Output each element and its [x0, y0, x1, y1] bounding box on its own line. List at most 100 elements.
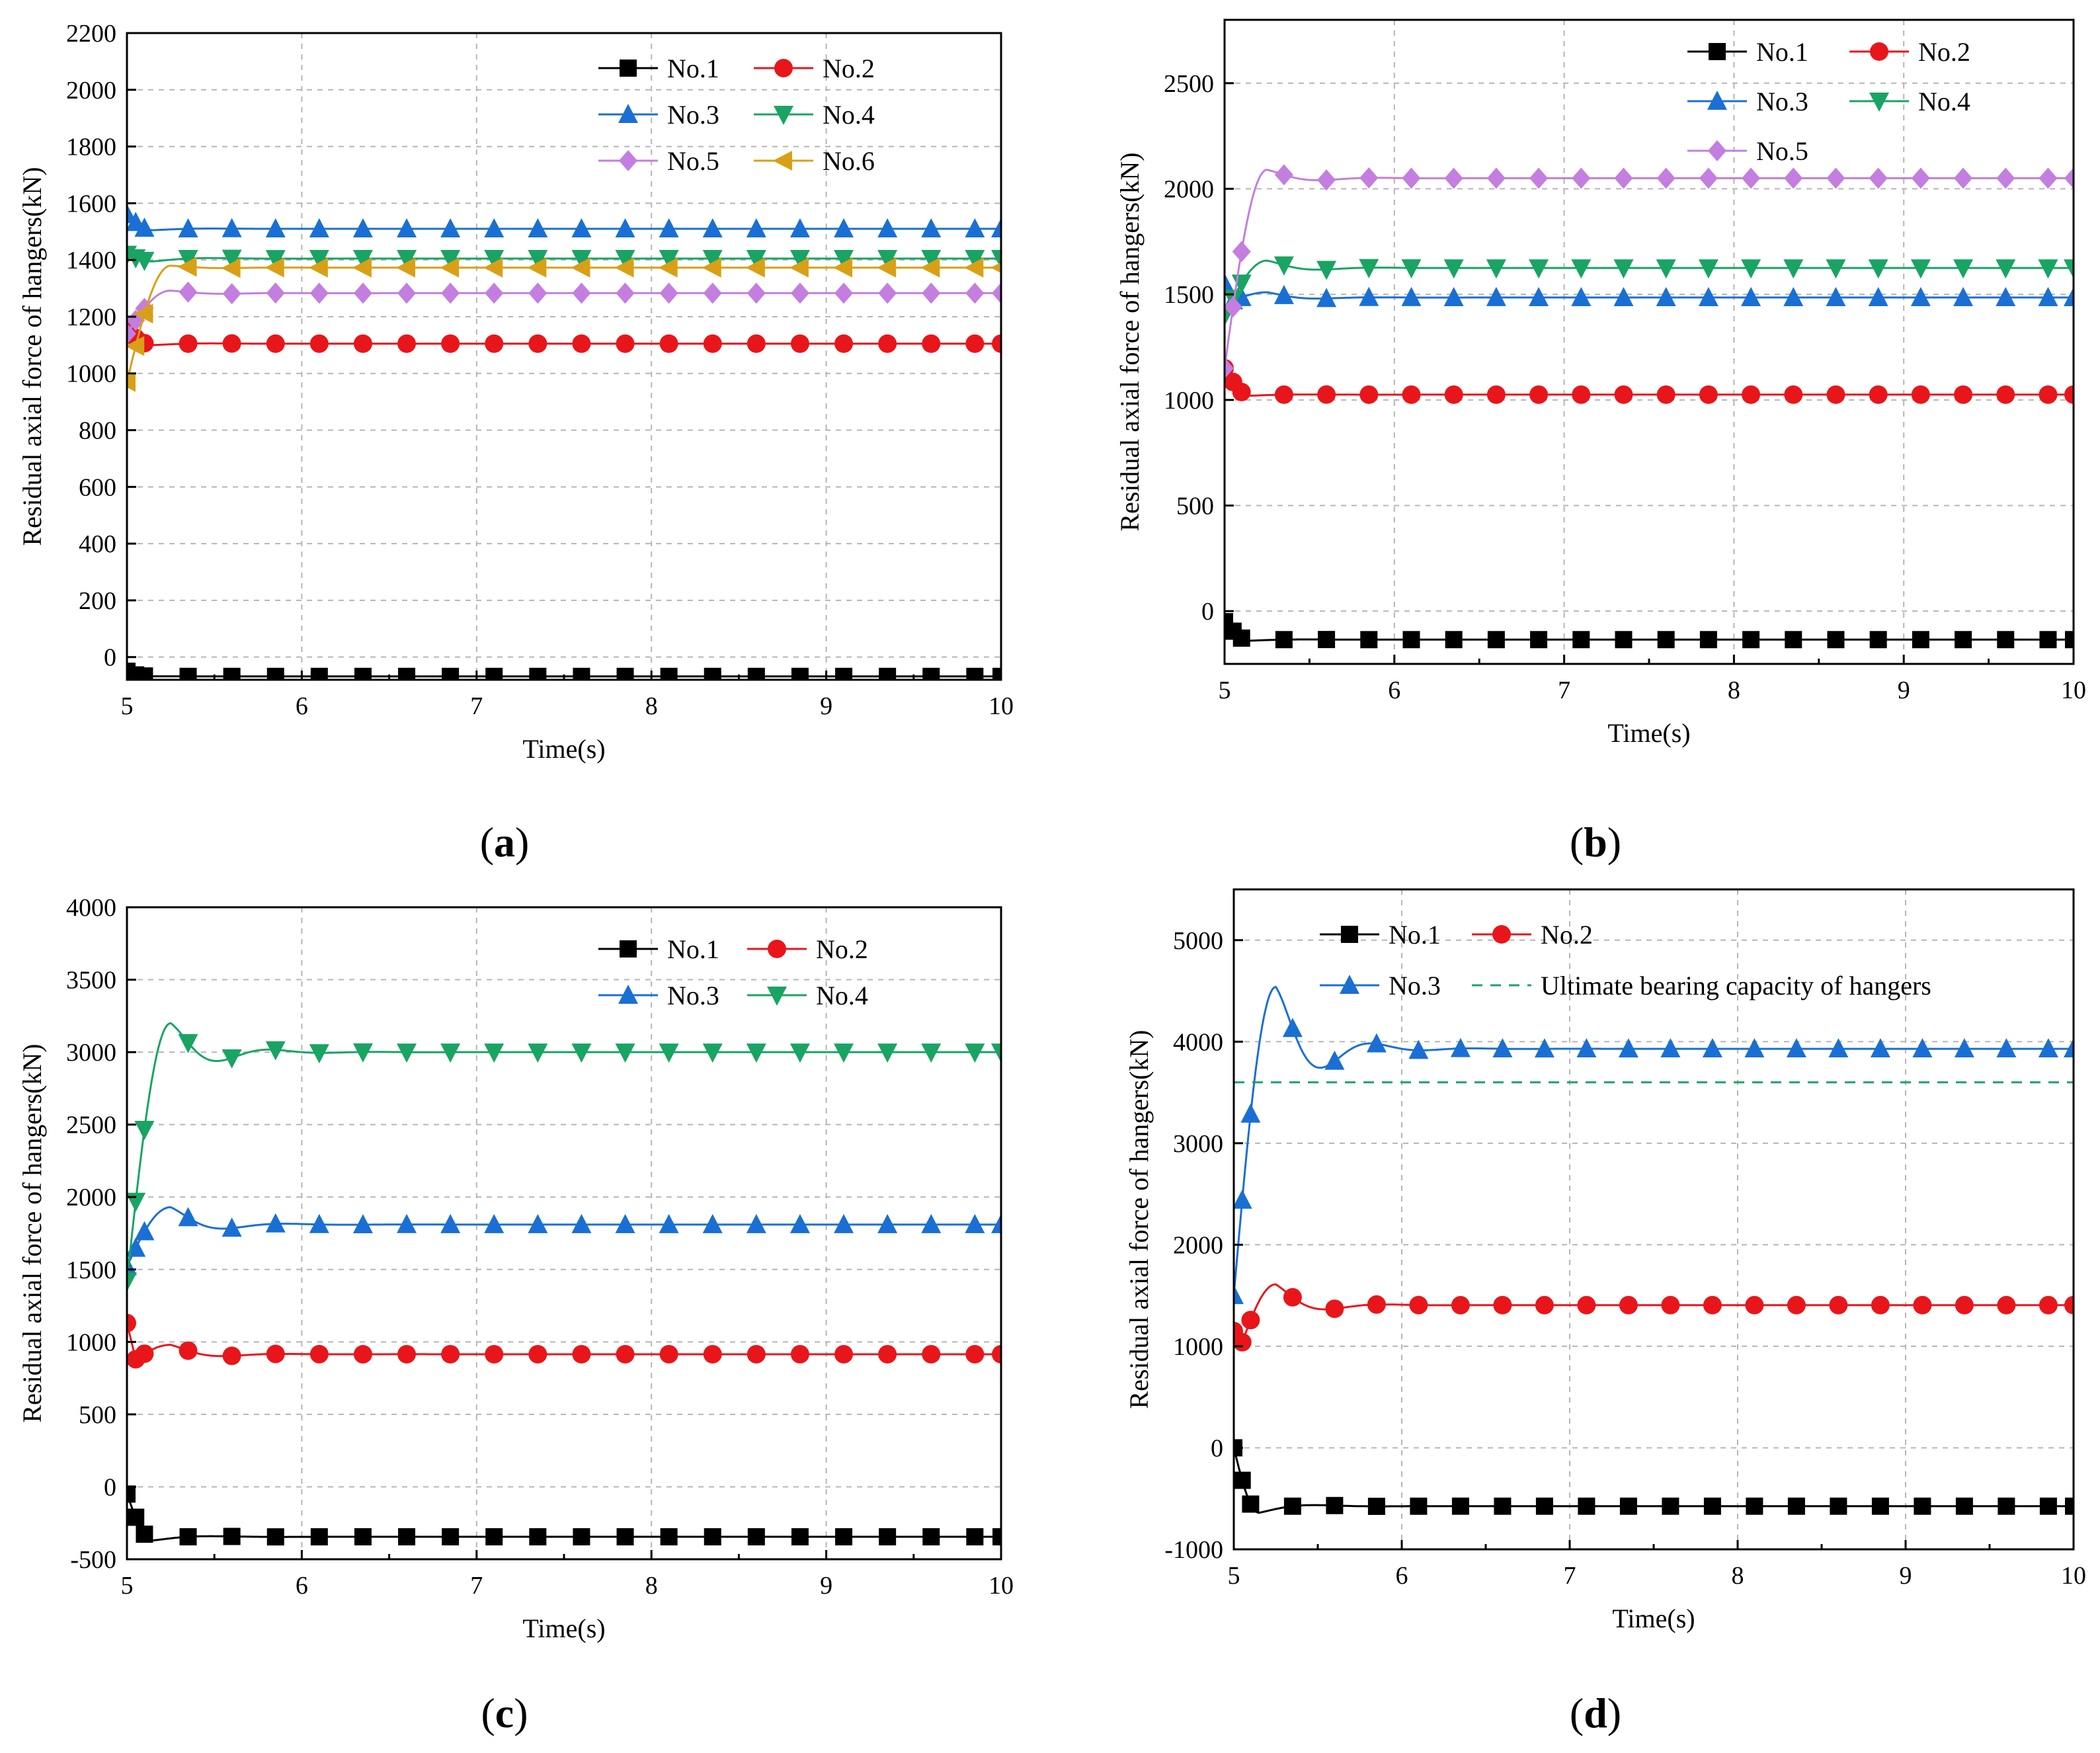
- legend-label: No.2: [1918, 37, 1970, 67]
- data-point-marker: [354, 1528, 372, 1546]
- data-point-marker: [2064, 1038, 2074, 1058]
- data-point-marker: [1996, 259, 2016, 279]
- data-point-marker: [1232, 241, 1251, 263]
- data-point-marker: [1699, 167, 1718, 189]
- panel-label: (d): [1570, 1690, 1621, 1736]
- data-point-marker: [1409, 1295, 1428, 1315]
- series-line-no-3: [1225, 283, 2074, 302]
- data-point-marker: [1401, 286, 1422, 306]
- data-point-marker: [352, 250, 373, 270]
- data-point-marker: [1487, 631, 1505, 649]
- data-point-marker: [127, 1237, 146, 1257]
- x-tick-label: 10: [989, 692, 1014, 720]
- data-point-marker: [1486, 259, 1506, 279]
- data-point-marker: [879, 1528, 897, 1546]
- data-point-marker: [1996, 167, 2015, 189]
- data-point-marker: [266, 282, 285, 304]
- data-point-marker: [398, 667, 416, 680]
- data-point-marker: [1443, 286, 1464, 306]
- data-point-marker: [1530, 631, 1548, 649]
- y-tick-label: 500: [79, 1401, 116, 1429]
- data-point-marker: [528, 1043, 548, 1063]
- data-point-marker: [1699, 385, 1718, 404]
- y-tick-label: 800: [79, 417, 116, 445]
- data-point-marker: [1997, 1295, 2016, 1315]
- x-tick-label: 7: [1564, 1562, 1576, 1590]
- data-point-marker: [1614, 385, 1633, 404]
- data-point-marker: [310, 1528, 328, 1546]
- data-point-marker: [484, 1043, 505, 1063]
- data-point-marker: [704, 1528, 721, 1546]
- data-point-marker: [1529, 286, 1549, 306]
- data-point-marker: [1911, 167, 1930, 189]
- data-point-marker: [790, 282, 809, 304]
- data-point-marker: [835, 667, 853, 680]
- data-point-marker: [992, 1528, 1001, 1546]
- data-point-marker: [660, 667, 678, 680]
- data-point-marker: [1359, 385, 1379, 404]
- data-point-marker: [134, 1221, 155, 1241]
- data-point-marker: [1444, 385, 1463, 404]
- data-point-marker: [789, 218, 810, 237]
- data-point-marker: [1912, 631, 1929, 649]
- y-tick-label: 1000: [66, 360, 116, 388]
- data-point-marker: [2064, 286, 2074, 306]
- data-point-marker: [178, 1034, 198, 1053]
- data-point-marker: [1699, 631, 1717, 649]
- data-point-marker: [127, 372, 136, 392]
- data-point-marker: [1241, 1311, 1260, 1330]
- data-point-marker: [1451, 1497, 1469, 1515]
- data-point-marker: [789, 257, 809, 278]
- data-point-marker: [1283, 1287, 1302, 1307]
- data-point-marker: [1493, 1295, 1512, 1315]
- data-point-marker: [397, 1344, 417, 1364]
- data-point-marker: [790, 1344, 809, 1364]
- data-point-marker: [353, 334, 372, 353]
- data-point-marker: [1997, 631, 2015, 649]
- data-point-marker: [614, 257, 634, 278]
- legend-marker: [1707, 91, 1727, 110]
- x-axis-title: Time(s): [522, 1613, 605, 1643]
- y-tick-label: 1000: [66, 1328, 116, 1356]
- data-point-marker: [1324, 1050, 1345, 1070]
- data-point-marker: [352, 257, 372, 278]
- data-point-marker: [2064, 167, 2074, 189]
- legend-label: No.6: [823, 146, 875, 176]
- data-point-marker: [1225, 296, 1242, 318]
- data-point-marker: [1486, 286, 1506, 306]
- data-point-marker: [1829, 1295, 1848, 1315]
- data-point-marker: [1232, 630, 1250, 647]
- data-point-marker: [528, 250, 548, 270]
- data-point-marker: [1451, 1295, 1470, 1315]
- legend-marker: [768, 940, 786, 958]
- x-tick-label: 5: [1228, 1562, 1240, 1590]
- data-point-marker: [528, 334, 547, 353]
- data-point-marker: [1703, 1497, 1721, 1515]
- data-point-marker: [834, 250, 854, 270]
- data-point-marker: [992, 1344, 1001, 1364]
- data-point-marker: [1443, 259, 1464, 279]
- data-point-marker: [1742, 631, 1760, 649]
- x-axis-title: Time(s): [1612, 1604, 1695, 1633]
- data-point-marker: [2064, 259, 2074, 279]
- legend-label: No.5: [667, 146, 719, 176]
- data-point-marker: [309, 334, 329, 353]
- data-point-marker: [352, 1043, 373, 1063]
- legend-label: Ultimate bearing capacity of hangers: [1541, 971, 1931, 1000]
- data-point-marker: [834, 1344, 854, 1364]
- data-point-marker: [1869, 167, 1888, 189]
- data-point-marker: [1367, 1295, 1386, 1314]
- data-point-marker: [397, 1213, 417, 1233]
- data-point-marker: [127, 1313, 136, 1332]
- data-point-marker: [222, 283, 241, 305]
- data-point-marker: [1954, 167, 1973, 189]
- y-tick-label: 2000: [66, 77, 116, 104]
- data-point-marker: [834, 1213, 854, 1233]
- legend-label: No.4: [1918, 87, 1970, 116]
- data-point-marker: [528, 282, 547, 304]
- x-tick-label: 8: [1732, 1562, 1744, 1590]
- data-point-marker: [127, 1508, 145, 1526]
- y-tick-label: -500: [70, 1546, 116, 1574]
- data-point-marker: [222, 218, 242, 237]
- data-point-marker: [615, 1043, 635, 1063]
